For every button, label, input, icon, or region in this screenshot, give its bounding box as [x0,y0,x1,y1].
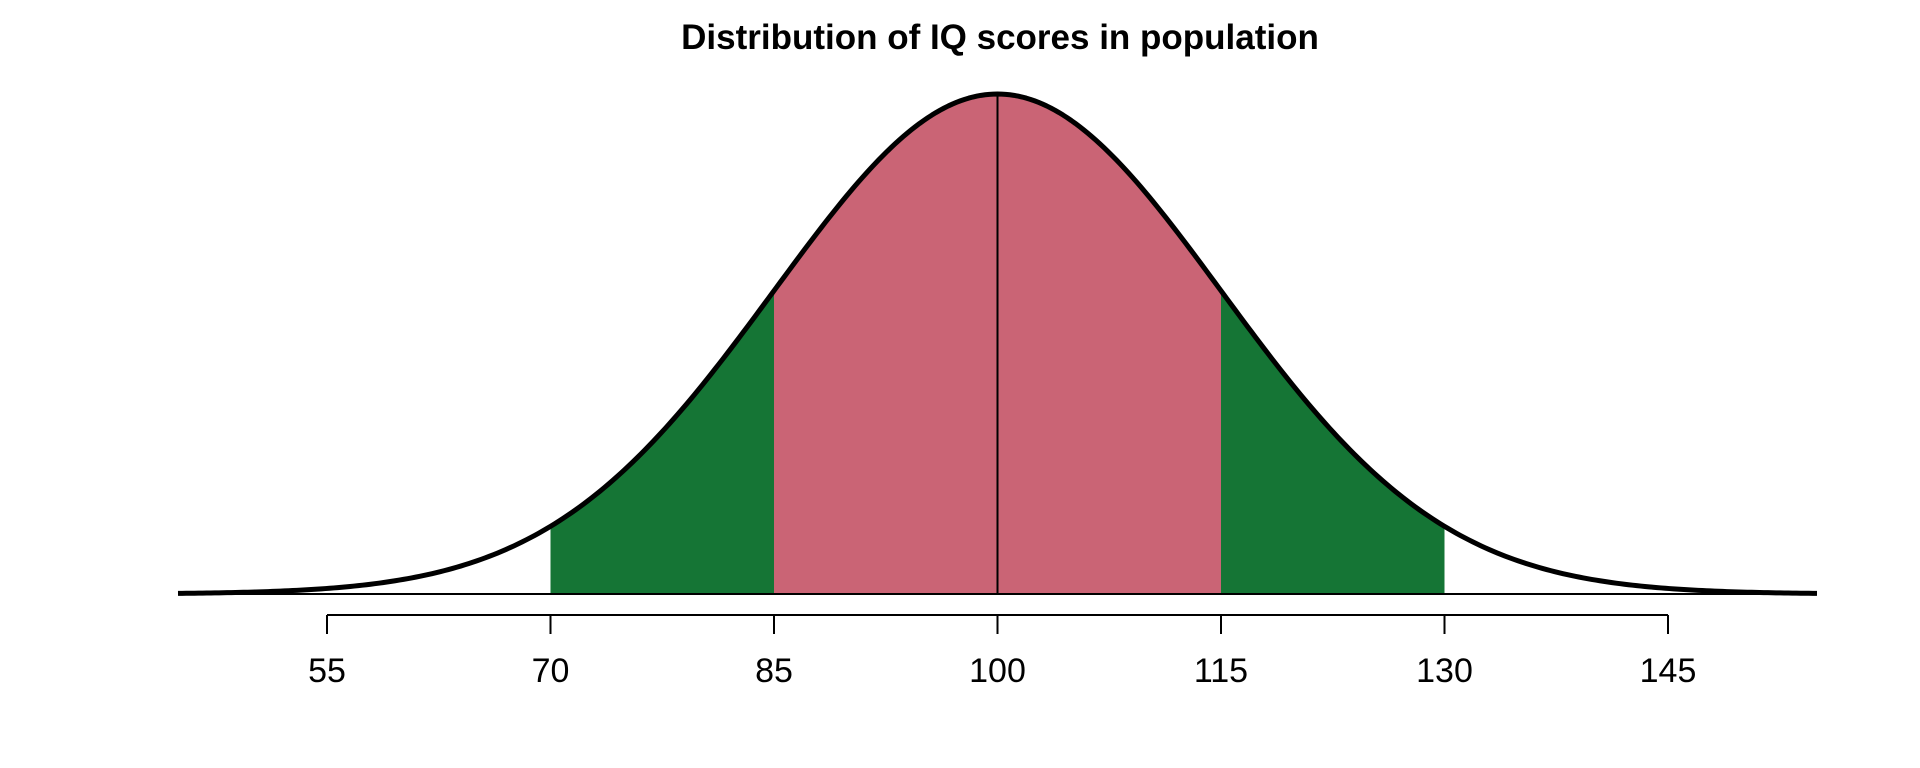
x-tick-label-100: 100 [969,652,1026,690]
density-curve [177,91,1818,596]
x-tick-label-85: 85 [755,652,793,690]
x-tick-label-55: 55 [308,652,346,690]
x-tick-label-145: 145 [1640,652,1697,690]
chart-title: Distribution of IQ scores in population [681,18,1319,57]
x-tick-label-115: 115 [1194,652,1248,690]
x-tick-label-130: 130 [1416,652,1473,690]
x-tick-label-70: 70 [532,652,570,690]
